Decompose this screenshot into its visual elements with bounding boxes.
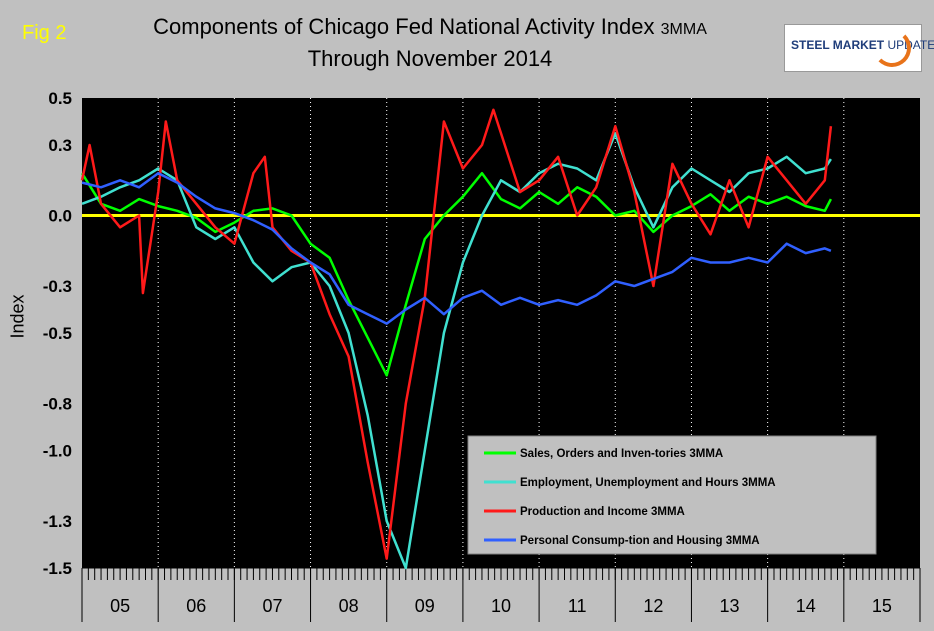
y-tick-label: 0.3 <box>48 136 72 155</box>
x-tick-label: 11 <box>568 596 587 616</box>
y-tick-label: -0.8 <box>43 395 72 414</box>
x-tick-label: 10 <box>491 596 511 616</box>
x-tick-label: 07 <box>262 596 282 616</box>
steel-market-update-logo: STEEL MARKET UPDATE <box>784 24 934 72</box>
legend-label-production: Production and Income 3MMA <box>520 506 685 518</box>
legend-label-consumption: Personal Consump-tion and Housing 3MMA <box>520 535 760 547</box>
x-tick-label: 05 <box>110 596 130 616</box>
x-tick-label: 14 <box>796 596 816 616</box>
chart-subtitle: Through November 2014 <box>307 46 553 71</box>
legend-box <box>467 435 877 555</box>
x-tick-label: 08 <box>339 596 359 616</box>
x-tick-label: 06 <box>186 596 206 616</box>
chart-title-suffix: 3MMA <box>660 21 707 38</box>
plot-layer: 0.5 0.3 0.0 -0.3 -0.5 -0.8 -1.0 -1.3 -1.5 05 06 07 0… <box>43 89 921 622</box>
y-tick-label: -0.3 <box>43 277 72 296</box>
series-line-sales <box>80 171 833 377</box>
y-tick-label: 0.0 <box>48 207 72 226</box>
y-tick-label: -1.5 <box>43 559 72 578</box>
x-tick-label: 13 <box>720 596 740 616</box>
series-line-employment <box>81 132 832 570</box>
y-tick-label: 0.5 <box>48 89 72 108</box>
x-tick-label: 09 <box>415 596 435 616</box>
chart-title: Components of Chicago Fed National Activ… <box>0 14 860 40</box>
figure-label: Fig 2 <box>22 22 67 44</box>
legend-label-sales: Sales, Orders and Inven-tories 3MMA <box>520 448 723 460</box>
y-tick-label: -0.5 <box>43 324 72 343</box>
series-line-production <box>80 108 833 560</box>
y-tick-label: -1.3 <box>43 512 72 531</box>
x-tick-label: 15 <box>872 596 892 616</box>
y-tick-label: -1.0 <box>43 442 72 461</box>
logo-text-bold: STEEL MARKET <box>791 38 885 52</box>
chart-title-main: Components of Chicago Fed National Activ… <box>153 14 655 39</box>
x-tick-label: 12 <box>643 596 663 616</box>
legend-label-employment: Employment, Unemployment and Hours 3MMA <box>520 477 776 489</box>
logo-swoosh-icon <box>873 29 911 67</box>
series-line-consumption <box>81 171 832 325</box>
